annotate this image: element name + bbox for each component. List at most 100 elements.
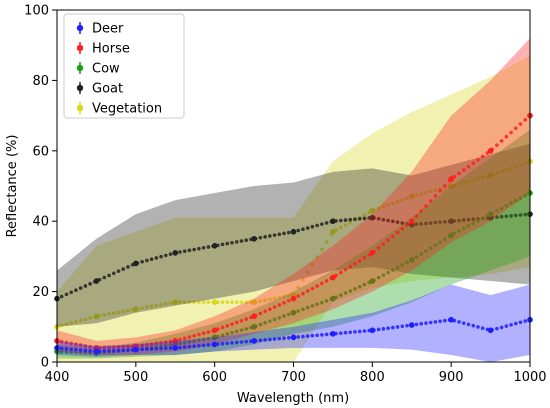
y-tick-label: 80 [32,74,49,89]
curve-marker-vegetation [107,312,111,316]
curve-marker-vegetation [244,300,248,304]
curve-marker-cow [282,314,286,318]
curve-marker-horse [523,118,528,122]
curve-marker-deer [282,336,286,341]
curve-marker-cow [357,284,362,289]
curve-marker-vegetation [428,189,433,194]
curve-marker-horse [83,344,88,348]
curve-marker-goat [400,221,405,225]
curve-marker-vegetation [102,313,107,317]
curve-marker-deer [476,325,480,329]
curve-marker-horse [428,199,433,203]
curve-marker-goat [348,217,353,222]
curve-marker-horse [88,344,92,349]
curve-marker-goat [88,282,92,286]
curve-marker-vegetation [447,184,452,189]
curve-marker-cow [353,286,357,291]
curve-marker-horse [69,341,73,346]
curve-marker-horse [381,242,386,246]
curve-marker-deer [220,341,225,346]
curve-marker-horse [471,161,476,165]
curve-marker-vegetation [74,319,78,324]
curve-marker-vegetation [485,174,490,179]
curve-marker-horse [173,339,178,343]
curve-marker-vegetation [320,247,324,252]
curve-marker-goat [263,235,267,239]
curve-marker-cow [286,312,291,317]
curve-marker-deer [518,320,523,325]
curve-marker-horse [59,339,64,344]
curve-marker-deer [192,344,196,349]
curve-marker-deer [64,346,69,351]
curve-marker-goat [329,219,334,224]
curve-marker-horse [74,342,78,347]
curve-marker-goat [78,286,83,290]
curve-marker-vegetation [206,300,211,304]
y-axis-label: Reflectance (%) [5,135,20,238]
curve-marker-deer [268,337,272,342]
curve-marker-deer [305,334,310,338]
curve-marker-horse [116,345,121,349]
curve-marker-deer [499,325,504,330]
curve-marker-vegetation [197,300,201,304]
marks-layer [54,38,533,362]
curve-marker-vegetation [159,302,163,307]
curve-marker-goat [282,231,286,236]
curve-marker-horse [495,143,499,147]
curve-marker-deer [334,331,338,336]
curve-marker-deer [149,347,154,351]
curve-marker-horse [324,279,329,283]
curve-marker-horse [192,334,196,338]
curve-marker-horse [253,313,258,318]
curve-marker-deer [357,329,362,334]
curve-marker-vegetation [286,294,291,298]
curve-marker-vegetation [130,307,135,312]
curve-marker-horse [372,249,376,254]
curve-marker-vegetation [201,300,206,304]
curve-marker-goat [367,216,371,220]
curve-marker-deer [386,326,390,331]
curve-marker-vegetation [121,309,126,314]
curve-marker-vegetation [249,300,253,304]
curve-marker-vegetation [433,188,438,193]
curve-marker-horse [315,284,319,288]
curve-marker-goat [315,223,319,228]
curve-marker-deer [409,323,414,327]
series-deer [54,284,533,362]
curve-marker-deer [135,347,140,352]
curve-marker-horse [107,345,111,350]
curve-marker-vegetation [329,232,334,237]
curve-marker-goat [239,239,244,243]
curve-marker-goat [433,220,438,225]
curve-marker-horse [310,286,315,291]
curve-marker-cow [443,237,447,242]
curve-marker-goat [362,216,367,221]
legend-box [63,13,185,119]
curve-marker-deer [163,346,168,351]
curve-marker-cow [78,350,83,355]
legend-entry-goat: Goat [76,82,123,97]
legend-entry-horse: Horse [76,42,130,57]
curve-marker-vegetation [69,321,73,325]
legend-entry-vegetation: Vegetation [76,102,162,117]
curve-marker-deer [509,323,513,327]
x-tick-label: 800 [360,370,385,385]
curve-marker-vegetation [339,225,343,230]
curve-marker-goat [74,288,78,292]
curve-marker-horse [187,335,192,339]
curve-marker-goat [258,235,263,240]
curve-marker-horse [424,204,428,208]
curve-marker-goat [372,216,376,220]
curve-marker-deer [424,321,428,325]
curve-marker-vegetation [471,178,476,182]
curve-marker-horse [329,276,334,281]
curve-marker-goat [145,258,149,263]
curve-marker-vegetation [282,295,286,299]
curve-marker-horse [320,281,324,286]
y-tick-label: 60 [32,144,49,159]
curve-marker-goat [216,243,220,248]
curve-marker-goat [320,222,324,226]
x-tick-label: 900 [439,370,464,385]
curve-marker-deer [116,348,121,353]
x-tick-label: 500 [123,370,148,385]
